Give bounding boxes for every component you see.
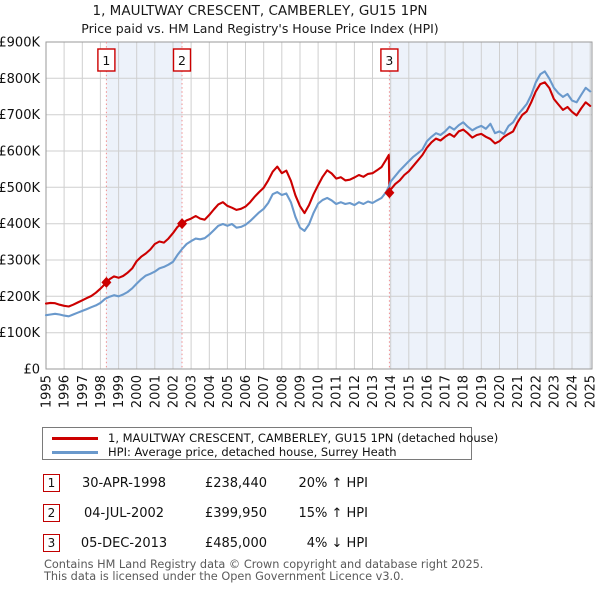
svg-text:2022: 2022 (529, 375, 544, 408)
svg-text:£300K: £300K (0, 254, 40, 269)
footer-line-2: This data is licensed under the Open Gov… (44, 569, 404, 583)
svg-text:2006: 2006 (239, 375, 254, 408)
svg-text:1996: 1996 (58, 375, 73, 408)
svg-text:2016: 2016 (420, 375, 435, 408)
legend-item-property: 1, MAULTWAY CRESCENT, CAMBERLEY, GU15 1P… (50, 431, 498, 445)
svg-text:2004: 2004 (203, 375, 218, 408)
plot-border (45, 41, 593, 370)
svg-text:£100K: £100K (0, 326, 40, 341)
red-line-swatch (52, 436, 98, 440)
svg-text:2001: 2001 (148, 375, 163, 408)
svg-text:£0: £0 (23, 363, 40, 378)
chart-legend: 1, MAULTWAY CRESCENT, CAMBERLEY, GU15 1P… (42, 427, 498, 460)
svg-text:2008: 2008 (275, 375, 290, 408)
svg-text:1999: 1999 (112, 375, 127, 408)
svg-text:2005: 2005 (221, 375, 236, 408)
svg-text:£800K: £800K (0, 72, 40, 87)
svg-text:2020: 2020 (493, 375, 508, 408)
transaction-row: 3 05-DEC-2013 £485,000 4% ↓ HPI (43, 534, 383, 554)
transaction-price: £238,440 (204, 476, 267, 491)
transaction-row: 2 04-JUL-2002 £399,950 15% ↑ HPI (43, 504, 383, 524)
transaction-hpi-delta: 15% ↑ HPI (298, 506, 368, 521)
svg-text:2009: 2009 (294, 375, 309, 408)
svg-text:2024: 2024 (566, 375, 581, 408)
footer-line-1: Contains HM Land Registry data © Crown c… (44, 558, 484, 571)
svg-text:2012: 2012 (348, 375, 363, 408)
svg-text:£200K: £200K (0, 290, 40, 305)
svg-text:2018: 2018 (457, 375, 472, 408)
svg-text:2025: 2025 (584, 375, 599, 408)
ownership-bands (106, 42, 592, 369)
svg-text:2: 2 (178, 53, 186, 68)
svg-text:£700K: £700K (0, 108, 40, 123)
license-footer: Contains HM Land Registry data © Crown c… (44, 559, 483, 582)
transaction-hpi-delta: 4% ↓ HPI (306, 536, 368, 551)
transaction-marker-2: 2 (43, 504, 60, 522)
blue-line-swatch (52, 450, 98, 454)
page-title: 1, MAULTWAY CRESCENT, CAMBERLEY, GU15 1P… (92, 3, 428, 19)
svg-text:2011: 2011 (330, 375, 345, 408)
sale-date-lines (105, 42, 390, 369)
svg-text:2017: 2017 (439, 375, 454, 408)
price-chart: 1 2 3 £0 £100K £200K £300K £400K £500K £600K £700K… (0, 36, 599, 409)
svg-text:2000: 2000 (130, 375, 145, 408)
transaction-price: £485,000 (204, 536, 267, 551)
svg-text:£500K: £500K (0, 181, 40, 196)
transaction-hpi-delta: 20% ↑ HPI (298, 476, 368, 491)
transaction-date: 30-APR-1998 (82, 476, 166, 491)
y-axis-labels: £0 £100K £200K £300K £400K £500K £600K £700K £80… (0, 36, 40, 378)
svg-text:2019: 2019 (475, 375, 490, 408)
svg-text:3: 3 (385, 53, 393, 68)
svg-text:2002: 2002 (167, 375, 182, 408)
transaction-marker-1: 1 (43, 474, 60, 492)
svg-text:2013: 2013 (366, 375, 381, 408)
svg-text:2003: 2003 (185, 375, 200, 408)
svg-text:2010: 2010 (312, 375, 327, 408)
svg-text:1998: 1998 (94, 375, 109, 408)
svg-text:1995: 1995 (40, 375, 55, 408)
svg-text:2021: 2021 (511, 375, 526, 408)
sale-markers: 1 2 3 (97, 48, 399, 288)
transaction-price: £399,950 (204, 506, 267, 521)
hpi-line (44, 70, 592, 318)
svg-text:2007: 2007 (257, 375, 272, 408)
transaction-date: 05-DEC-2013 (80, 536, 168, 551)
svg-text:2015: 2015 (402, 375, 417, 408)
svg-text:£400K: £400K (0, 217, 40, 232)
legend-label-hpi: HPI: Average price, detached house, Surr… (108, 445, 397, 459)
chart-svg: 1 2 3 £0 £100K £200K £300K £400K £500K £600K £700K… (0, 36, 599, 409)
legend-label-property: 1, MAULTWAY CRESCENT, CAMBERLEY, GU15 1P… (108, 431, 499, 445)
transaction-row: 1 30-APR-1998 £238,440 20% ↑ HPI (43, 474, 383, 494)
svg-text:£900K: £900K (0, 36, 40, 51)
svg-text:£600K: £600K (0, 145, 40, 160)
svg-text:1: 1 (102, 53, 110, 68)
svg-text:1997: 1997 (76, 375, 91, 408)
legend-item-hpi: HPI: Average price, detached house, Surr… (50, 445, 471, 459)
x-axis-labels: 1995 1996 1997 1998 1999 2000 2001 2002 2003 2004… (40, 375, 599, 408)
page-subtitle: Price paid vs. HM Land Registry's House … (81, 21, 439, 36)
transaction-marker-3: 3 (43, 534, 60, 552)
svg-text:2014: 2014 (384, 375, 399, 408)
property-price-line (44, 81, 592, 308)
svg-text:2023: 2023 (547, 375, 562, 408)
transaction-date: 04-JUL-2002 (83, 506, 165, 521)
